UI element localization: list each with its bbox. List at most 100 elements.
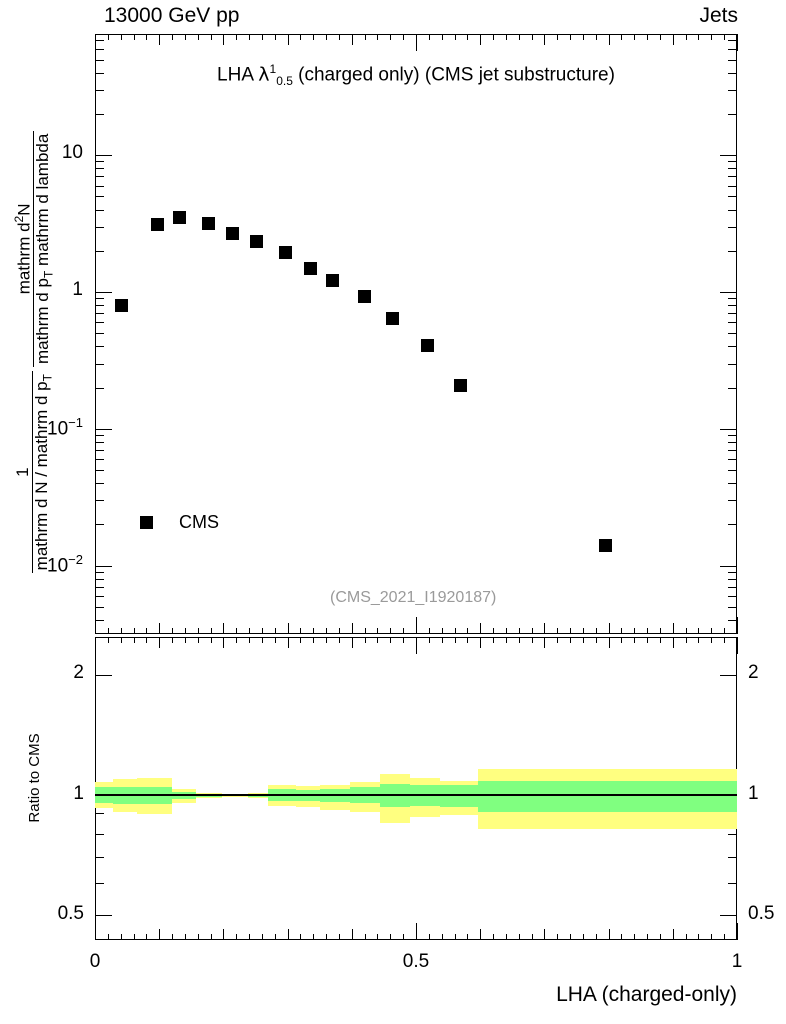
x-tick-ratio-bottom xyxy=(429,934,431,940)
ratio-y-tick xyxy=(95,813,104,815)
x-tick-ratio-top xyxy=(172,637,174,643)
x-tick-main-bottom xyxy=(467,628,469,634)
y-tick-major xyxy=(95,313,104,315)
x-tick-ratio-top xyxy=(711,637,713,643)
data-point-cms xyxy=(420,338,434,352)
x-tick-main-top xyxy=(621,34,623,40)
x-axis-label: LHA (charged-only) xyxy=(556,983,737,1006)
y-tick-major xyxy=(728,40,737,42)
analysis-category-label: Jets xyxy=(699,4,738,27)
x-tick-ratio-top xyxy=(506,637,508,643)
y-axis-label: 1 mathrm d N / mathrm d pT mathrm d2N ma… xyxy=(12,52,56,652)
y-tick-major xyxy=(728,161,737,163)
x-tick-main-bottom xyxy=(134,628,136,634)
x-tick-ratio-top xyxy=(621,637,623,643)
y-tick-major xyxy=(95,90,104,92)
x-tick-ratio-top xyxy=(634,637,636,643)
x-tick-ratio-bottom xyxy=(211,934,213,940)
x-tick-main-bottom xyxy=(686,628,688,634)
x-tick-ratio-top xyxy=(223,637,225,648)
data-point-cms xyxy=(150,217,164,231)
x-tick-ratio-top xyxy=(300,637,302,643)
x-tick-main-top xyxy=(198,34,200,40)
x-tick-ratio-top xyxy=(429,637,431,643)
x-tick-ratio-bottom xyxy=(262,934,264,940)
x-tick-main-bottom xyxy=(442,628,444,634)
y-tick-major xyxy=(728,388,737,390)
x-tick-main-top xyxy=(185,34,187,40)
x-tick-main-bottom xyxy=(724,628,726,634)
x-tick-main-top xyxy=(159,34,161,45)
y-tick-major xyxy=(95,500,104,502)
y-tick-major xyxy=(95,114,104,116)
x-tick-main-bottom xyxy=(390,628,392,634)
x-tick-ratio-bottom xyxy=(288,929,290,940)
x-tick-ratio-bottom xyxy=(236,934,238,940)
y-tick-major xyxy=(95,168,104,170)
x-tick-main-top xyxy=(172,34,174,40)
x-tick-ratio-top xyxy=(134,637,136,643)
x-tick-ratio-top xyxy=(557,637,559,643)
y-tick-major xyxy=(95,292,112,294)
x-tick-ratio-top xyxy=(647,637,649,643)
x-tick-ratio-top xyxy=(480,637,482,648)
x-tick-main-bottom xyxy=(121,628,123,634)
x-tick-main-top xyxy=(223,34,225,45)
x-tick-ratio-bottom xyxy=(647,934,649,940)
y-tick-major xyxy=(95,322,104,324)
x-tick-main-bottom xyxy=(416,617,418,634)
y-tick-major xyxy=(728,607,737,609)
y-tick-label-0: 10 xyxy=(61,142,83,163)
x-tick-ratio-top xyxy=(416,637,418,654)
y-axis-diff-numerator: mathrm d2N xyxy=(11,203,34,295)
x-tick-main-top xyxy=(442,34,444,40)
x-tick-ratio-bottom xyxy=(686,934,688,940)
x-tick-ratio-top xyxy=(185,637,187,643)
x-tick-main-top xyxy=(288,34,290,45)
x-tick-ratio-bottom xyxy=(416,923,418,940)
x-tick-main-top xyxy=(455,34,457,40)
x-tick-main-top xyxy=(236,34,238,40)
y-tick-major xyxy=(728,333,737,335)
x-tick-ratio-top xyxy=(686,637,688,643)
x-tick-ratio-bottom xyxy=(698,934,700,940)
ratio-y-tick xyxy=(720,675,737,677)
y-tick-major xyxy=(728,459,737,461)
x-tick-main-top xyxy=(108,34,110,40)
x-tick-main-bottom xyxy=(172,628,174,634)
x-tick-ratio-bottom xyxy=(108,934,110,940)
analysis-id-watermark: (CMS_2021_I1920187) xyxy=(330,589,497,606)
data-point-cms xyxy=(225,226,239,240)
y-tick-major xyxy=(95,186,104,188)
y-tick-major xyxy=(728,620,737,622)
x-tick-main-top xyxy=(134,34,136,40)
x-tick-main-top xyxy=(95,34,97,51)
y-tick-major xyxy=(728,49,737,51)
x-tick-ratio-top xyxy=(146,637,148,643)
ratio-y-tick xyxy=(95,883,104,885)
x-tick-main-bottom xyxy=(377,628,379,634)
x-tick-main-bottom xyxy=(660,628,662,634)
x-tick-main-top xyxy=(711,34,713,40)
x-tick-main-bottom xyxy=(621,628,623,634)
x-tick-ratio-top xyxy=(737,637,739,654)
y-tick-major xyxy=(95,388,104,390)
y-tick-major xyxy=(95,483,104,485)
x-tick-ratio-bottom xyxy=(223,929,225,940)
y-tick-major xyxy=(728,227,737,229)
x-tick-ratio-bottom xyxy=(249,934,251,940)
data-point-cms xyxy=(385,311,399,325)
x-tick-ratio-bottom xyxy=(544,929,546,940)
data-point-cms xyxy=(201,216,215,230)
x-tick-main-top xyxy=(532,34,534,40)
x-tick-ratio-top xyxy=(724,637,726,643)
x-tick-main-top xyxy=(519,34,521,40)
legend-marker-cms xyxy=(140,516,153,529)
y-axis-label-normalization: 1 mathrm d N / mathrm d pT xyxy=(13,371,54,574)
x-tick-ratio-bottom xyxy=(724,934,726,940)
x-tick-ratio-top xyxy=(544,637,546,648)
x-tick-main-top xyxy=(506,34,508,40)
y-tick-major xyxy=(720,429,737,431)
